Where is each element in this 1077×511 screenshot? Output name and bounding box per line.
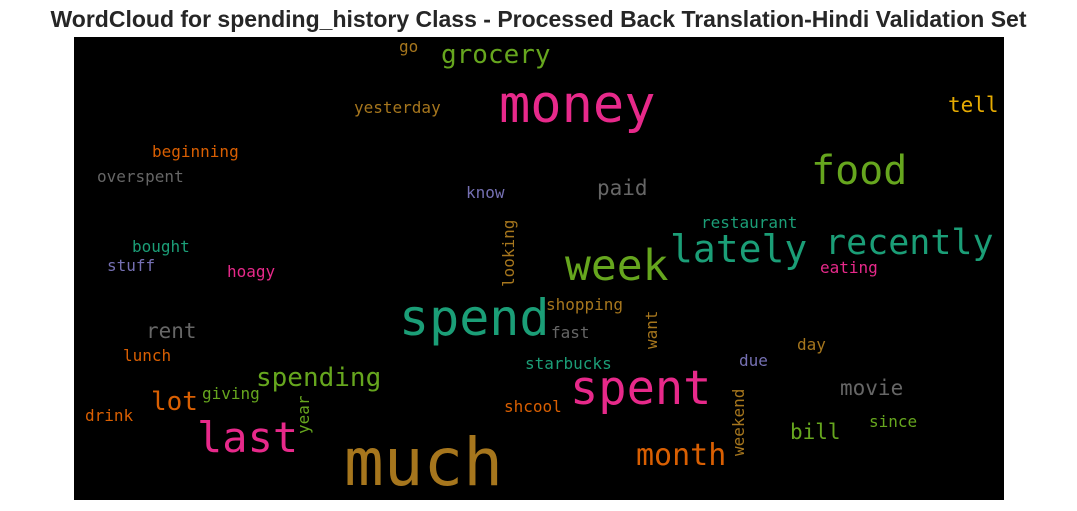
word-day: day <box>797 335 826 354</box>
word-hoagy: hoagy <box>227 262 276 281</box>
word-money: money <box>499 75 656 135</box>
word-week: week <box>565 241 669 291</box>
word-since: since <box>869 412 918 431</box>
word-grocery: grocery <box>441 40 551 70</box>
word-shcool: shcool <box>504 397 562 416</box>
word-last: last <box>197 413 299 462</box>
word-spent: spent <box>570 361 712 416</box>
word-weekend: weekend <box>729 388 748 456</box>
word-yesterday: yesterday <box>354 98 441 117</box>
word-beginning: beginning <box>152 142 239 161</box>
word-lately: lately <box>670 227 808 271</box>
word-food: food <box>811 148 908 194</box>
word-paid: paid <box>597 176 648 200</box>
word-bill: bill <box>790 420 841 444</box>
word-drink: drink <box>85 406 134 425</box>
word-lunch: lunch <box>123 346 172 365</box>
word-stuff: stuff <box>107 256 156 275</box>
word-much: much <box>344 424 503 500</box>
word-looking: looking <box>499 219 518 287</box>
word-rent: rent <box>146 319 197 343</box>
word-recently: recently <box>825 223 994 263</box>
word-due: due <box>739 351 768 370</box>
word-eating: eating <box>820 258 878 277</box>
word-bought: bought <box>132 237 190 256</box>
word-spend: spend <box>399 289 550 347</box>
word-restaurant: restaurant <box>701 213 798 232</box>
word-giving: giving <box>202 384 260 403</box>
word-month: month <box>636 438 727 473</box>
word-go: go <box>399 37 419 56</box>
word-tell: tell <box>948 93 999 117</box>
word-know: know <box>466 183 505 202</box>
word-shopping: shopping <box>546 295 624 314</box>
word-overspent: overspent <box>97 167 184 186</box>
word-fast: fast <box>551 323 590 342</box>
word-want: want <box>642 310 661 349</box>
word-lot: lot <box>151 387 198 417</box>
word-spending: spending <box>256 363 382 393</box>
word-year: year <box>294 395 313 434</box>
word-movie: movie <box>840 376 904 400</box>
word-cloud: much spend spent money week last lately … <box>74 37 1004 500</box>
chart-title: WordCloud for spending_history Class - P… <box>50 6 1027 32</box>
word-starbucks: starbucks <box>525 354 612 373</box>
